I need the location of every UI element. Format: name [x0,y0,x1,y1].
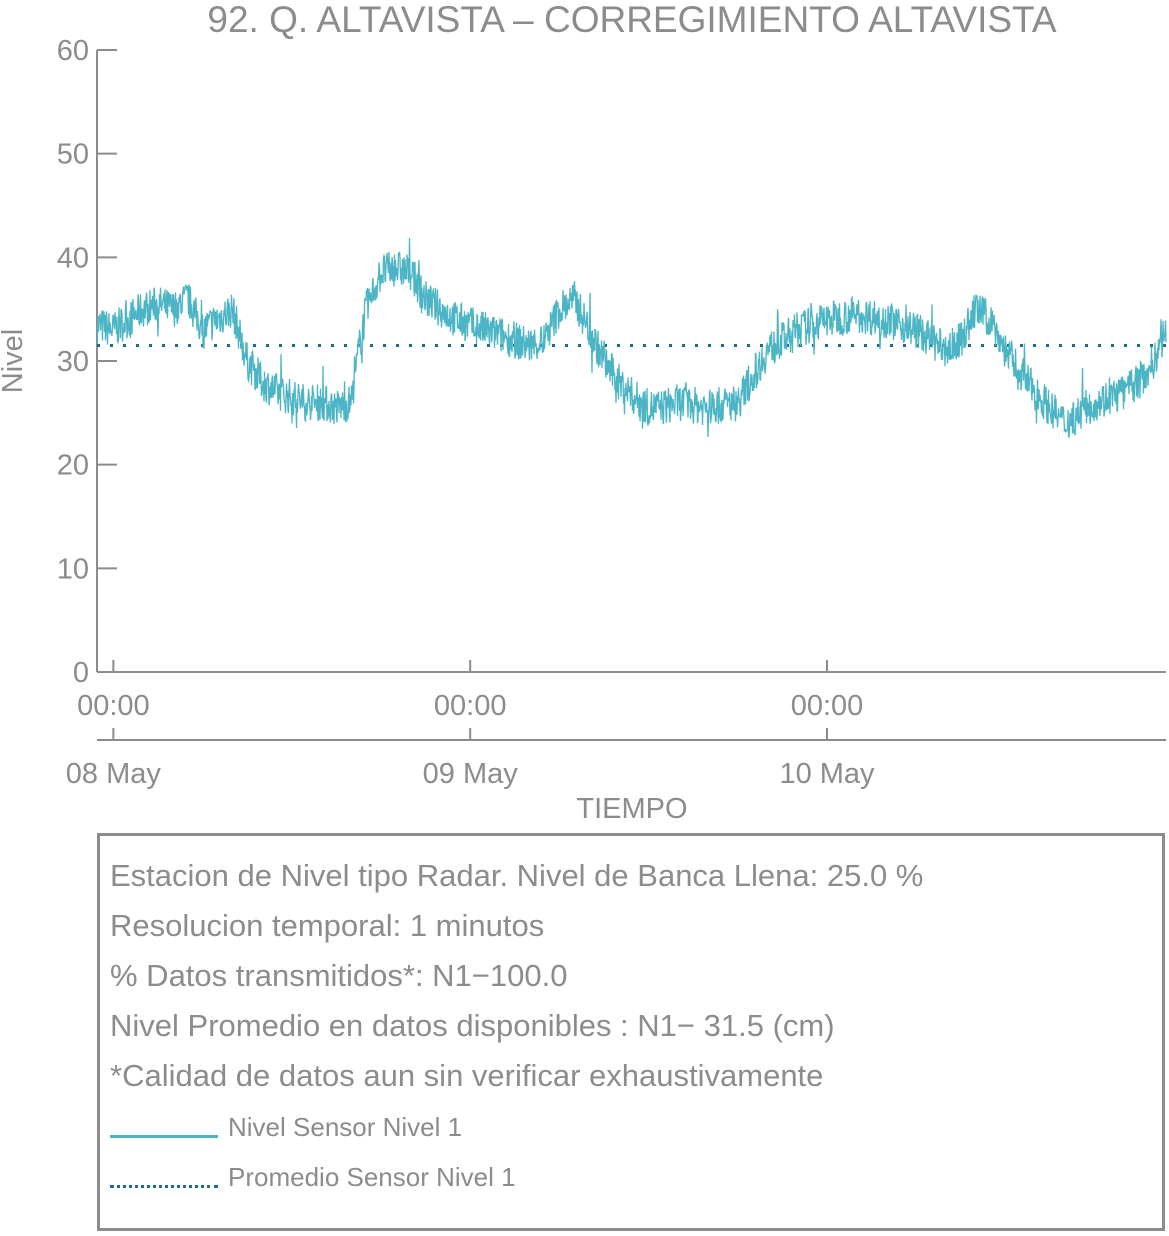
y-tick-label: 50 [57,139,89,171]
legend-label-mean: Promedio Sensor Nivel 1 [228,1162,516,1192]
y-tick-label: 60 [57,35,89,67]
info-line-resolution: Resolucion temporal: 1 minutos [110,908,545,943]
info-line-transmitted: % Datos transmitidos*: N1−100.0 [110,958,568,993]
x-axis: 00:00 08 May 00:00 09 May 00:00 10 May [66,660,1166,790]
legend-item-mean: Promedio Sensor Nivel 1 [110,1162,710,1202]
y-tick-label: 0 [73,657,89,689]
series-line-sensor [96,237,1167,438]
chart-title: 92. Q. ALTAVISTA – CORREGIMIENTO ALTAVIS… [207,0,1056,40]
info-line-station: Estacion de Nivel tipo Radar. Nivel de B… [110,858,924,893]
info-line-mean: Nivel Promedio en datos disponibles : N1… [110,1008,835,1043]
x-tick-date-label: 10 May [779,758,875,790]
y-tick-label: 30 [57,346,89,378]
legend-swatch-dotted [110,1185,218,1188]
y-tick-label: 10 [57,553,89,585]
x-tick-time-label: 00:00 [77,690,150,722]
x-tick-date-label: 09 May [423,758,519,790]
x-axis-label: TIEMPO [576,793,687,825]
y-tick-label: 20 [57,450,89,482]
series-layer [96,237,1167,438]
y-axis: 0 10 20 30 40 50 60 [57,35,117,689]
legend-item-sensor: Nivel Sensor Nivel 1 [110,1112,710,1152]
x-tick-time-label: 00:00 [791,690,864,722]
info-line-quality: *Calidad de datos aun sin verificar exha… [110,1058,824,1093]
y-axis-label: Nivel [0,329,29,393]
x-tick-date-label: 08 May [66,758,162,790]
info-box: Estacion de Nivel tipo Radar. Nivel de B… [97,833,1165,1231]
legend-swatch-solid [110,1135,218,1138]
y-tick-label: 40 [57,242,89,274]
level-chart: 92. Q. ALTAVISTA – CORREGIMIENTO ALTAVIS… [0,0,1167,825]
legend-label-sensor: Nivel Sensor Nivel 1 [228,1112,463,1142]
x-tick-time-label: 00:00 [434,690,507,722]
